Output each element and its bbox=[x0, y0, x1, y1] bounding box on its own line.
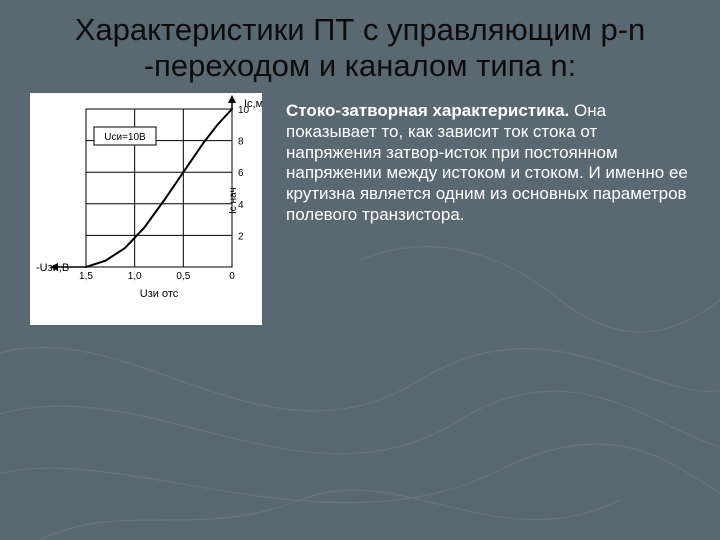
svg-text:0,5: 0,5 bbox=[176, 271, 190, 282]
svg-text:1,5: 1,5 bbox=[79, 271, 93, 282]
body-lead: Стоко-затворная характеристика. bbox=[286, 101, 569, 120]
svg-text:0: 0 bbox=[229, 271, 235, 282]
transfer-characteristic-chart: 1,51,00,50246810Iс,мА-Uзи,ВUзи отсIс нач… bbox=[30, 93, 262, 325]
body-paragraph: Стоко-затворная характеристика. Она пока… bbox=[286, 93, 690, 330]
svg-text:1,0: 1,0 bbox=[128, 271, 142, 282]
chart-container: 1,51,00,50246810Iс,мА-Uзи,ВUзи отсIс нач… bbox=[30, 93, 262, 330]
slide: Характеристики ПТ с управляющим p-n -пер… bbox=[0, 0, 720, 540]
svg-text:Iс нач: Iс нач bbox=[228, 188, 239, 215]
slide-title: Характеристики ПТ с управляющим p-n -пер… bbox=[0, 0, 720, 83]
svg-text:Uзи отс: Uзи отс bbox=[140, 288, 179, 300]
content-row: 1,51,00,50246810Iс,мА-Uзи,ВUзи отсIс нач… bbox=[0, 83, 720, 330]
svg-text:6: 6 bbox=[238, 168, 244, 179]
svg-text:Iс,мА: Iс,мА bbox=[244, 98, 262, 110]
svg-text:Uси=10В: Uси=10В bbox=[104, 132, 146, 143]
svg-text:2: 2 bbox=[238, 232, 244, 243]
svg-text:-Uзи,В: -Uзи,В bbox=[36, 262, 69, 274]
svg-text:8: 8 bbox=[238, 137, 244, 148]
